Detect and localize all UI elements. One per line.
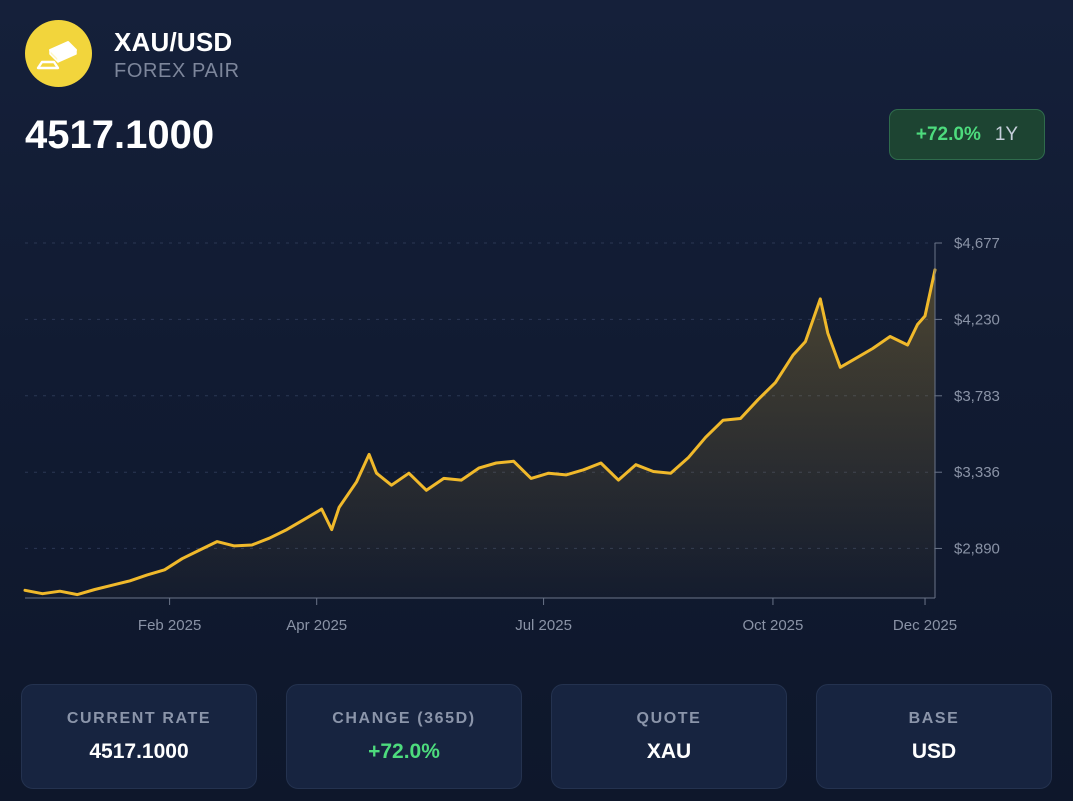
x-tick-label: Feb 2025 bbox=[138, 617, 201, 634]
pair-title: XAU/USD bbox=[114, 27, 233, 57]
stat-card-change: CHANGE (365D) +72.0% bbox=[286, 684, 522, 789]
current-price: 4517.1000 bbox=[25, 113, 215, 157]
y-tick-label: $2,890 bbox=[954, 540, 1000, 557]
stat-value: +72.0% bbox=[368, 739, 440, 763]
y-tick-label: $3,783 bbox=[954, 388, 1000, 405]
stat-label: CURRENT RATE bbox=[66, 709, 212, 727]
stat-value: XAU bbox=[646, 739, 692, 763]
stat-card-quote: QUOTE XAU bbox=[551, 684, 787, 789]
pair-type-label: FOREX PAIR bbox=[114, 60, 240, 82]
stat-label: CHANGE (365D) bbox=[332, 709, 476, 727]
change-percent: +72.0% bbox=[915, 123, 981, 145]
stat-value: 4517.1000 bbox=[89, 739, 189, 763]
price-line bbox=[23, 268, 937, 597]
price-area bbox=[25, 269, 935, 598]
stat-card-base: BASE USD bbox=[816, 684, 1052, 789]
stats-cards: CURRENT RATE 4517.1000 CHANGE (365D) +72… bbox=[21, 684, 1052, 789]
stat-value: USD bbox=[911, 739, 957, 763]
period-label: 1Y bbox=[994, 123, 1019, 145]
gold-bars-icon bbox=[25, 20, 92, 87]
period-change-badge[interactable]: +72.0% 1Y bbox=[889, 109, 1045, 160]
x-tick-label: Apr 2025 bbox=[286, 617, 347, 634]
price-chart: $4,677 $4,230 $3,783 $3,336 $2,890 Feb 2025 Ap… bbox=[23, 235, 1000, 634]
y-tick-label: $4,677 bbox=[954, 235, 1000, 252]
y-tick-label: $3,336 bbox=[954, 464, 1000, 481]
stat-label: BASE bbox=[908, 709, 960, 727]
x-tick-label: Jul 2025 bbox=[515, 617, 572, 634]
stat-card-current-rate: CURRENT RATE 4517.1000 bbox=[21, 684, 257, 789]
x-tick-label: Oct 2025 bbox=[743, 617, 804, 634]
stat-label: QUOTE bbox=[636, 709, 702, 727]
x-tick-label: Dec 2025 bbox=[893, 617, 957, 634]
y-tick-label: $4,230 bbox=[954, 311, 1000, 328]
